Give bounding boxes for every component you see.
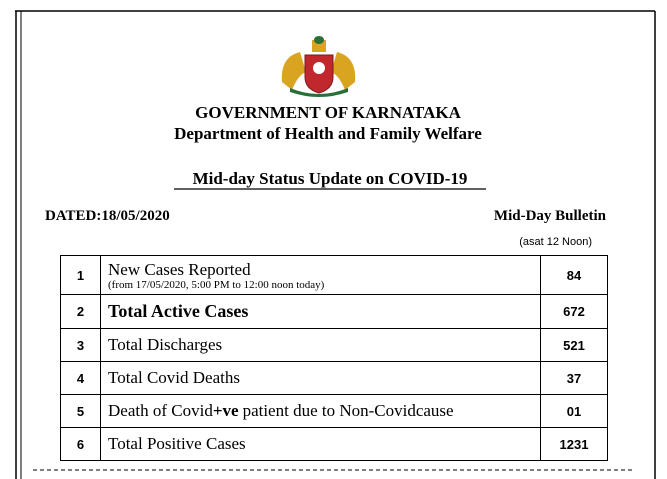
row: 2 Total Active Cases 672 bbox=[60, 294, 608, 329]
row-no: 1 bbox=[60, 255, 101, 295]
row-description: New Cases Reported (from 17/05/2020, 5:00… bbox=[100, 255, 541, 295]
row: 6 Total Positive Cases 1231 bbox=[60, 427, 608, 461]
status-table: 1 New Cases Reported (from 17/05/2020, 5:… bbox=[60, 255, 608, 461]
description: Death of Covid bbox=[108, 401, 213, 420]
row: 5 Death of Covid+ve patient due to Non-Co… bbox=[60, 394, 608, 428]
row-value: 672 bbox=[540, 294, 608, 329]
row-no: 4 bbox=[60, 361, 101, 395]
row-value: 01 bbox=[540, 394, 608, 428]
row-value: 1231 bbox=[540, 427, 608, 461]
row-no: 2 bbox=[60, 294, 101, 329]
row-description: Total Positive Cases bbox=[100, 427, 541, 461]
row-no: 3 bbox=[60, 328, 101, 362]
title: GOVERNMENT OF KARNATAKA bbox=[195, 103, 461, 122]
description: New Cases Reported bbox=[108, 259, 251, 279]
row: 1 New Cases Reported (from 17/05/2020, 5:… bbox=[60, 255, 608, 295]
row: 3 Total Discharges 521 bbox=[60, 328, 608, 362]
description: patient due to Non-Covidcause bbox=[242, 401, 454, 420]
row-no: 6 bbox=[60, 427, 101, 461]
bulletin: Mid-Day Bulletin bbox=[493, 208, 606, 224]
row-value: 37 bbox=[540, 361, 608, 395]
asat: (asat 12 Noon) bbox=[519, 236, 592, 248]
description-bold: +ve bbox=[212, 401, 239, 420]
row-value: 84 bbox=[540, 255, 608, 295]
note: (from 17/05/2020, 5:00 PM to 12:00 noon … bbox=[108, 278, 325, 291]
row-description: Death of Covid+ve patient due to Non-Covi… bbox=[100, 394, 541, 428]
heading: Mid-day Status Update on COVID-19 bbox=[192, 169, 468, 188]
row-description: Total Covid Deaths bbox=[100, 361, 541, 395]
emblem bbox=[281, 36, 356, 97]
dated: DATED:18/05/2020 bbox=[45, 208, 170, 224]
row-value: 521 bbox=[540, 328, 608, 362]
row-no: 5 bbox=[60, 394, 101, 428]
department: Department of Health and Family Welfare bbox=[174, 124, 482, 143]
row: 4 Total Covid Deaths 37 bbox=[60, 361, 608, 395]
row-description: Total Active Cases bbox=[100, 294, 541, 329]
row-description: Total Discharges bbox=[100, 328, 541, 362]
